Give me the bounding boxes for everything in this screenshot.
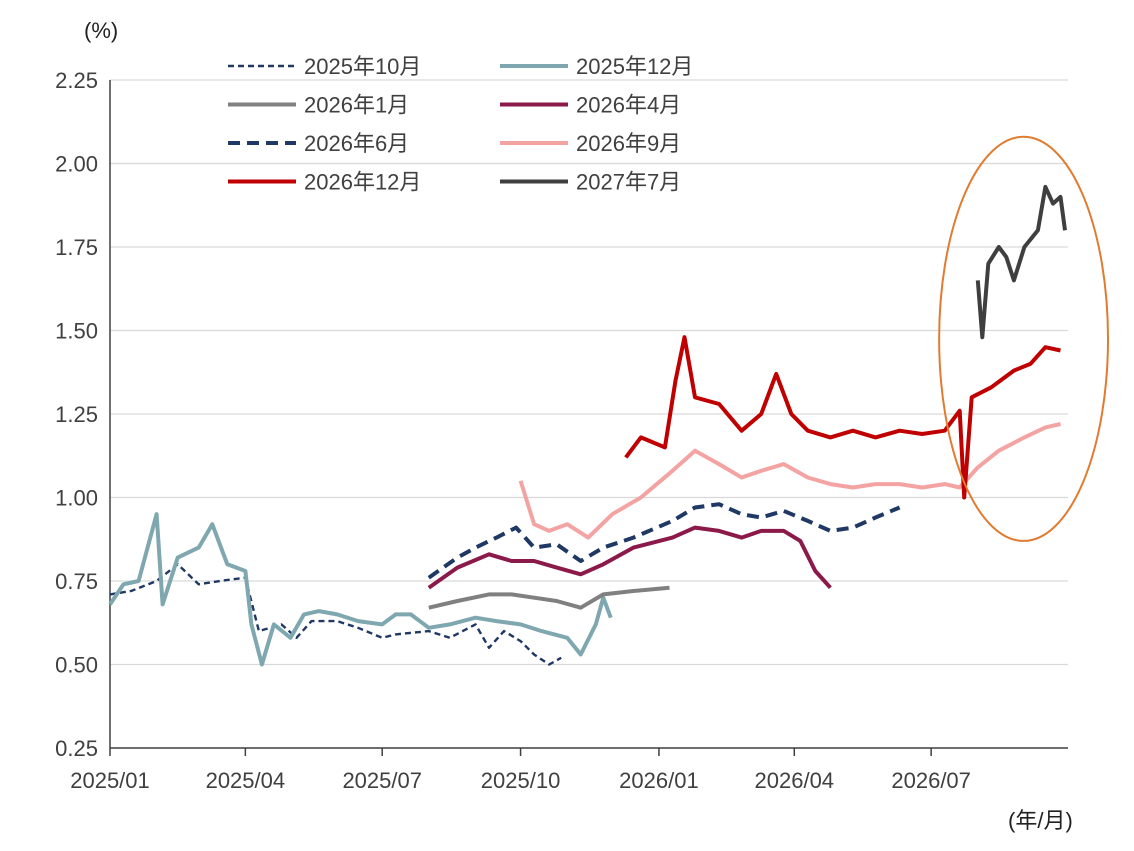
legend-label-7: 2026年12月 (304, 170, 421, 195)
axes: 2.25 2.00 1.75 1.50 1.25 1.00 0.75 0.50 0.25 2025… (55, 68, 1068, 793)
x-axis-unit: (年/月) (1008, 808, 1073, 833)
legend-label-8: 2027年7月 (576, 170, 681, 195)
x-tick-label: 2025/07 (342, 768, 422, 793)
series-line-3 (428, 585, 670, 610)
x-tick-label: 2025/04 (206, 768, 286, 793)
legend-label-3: 2026年1月 (304, 93, 409, 118)
y-tick-label: 1.75 (55, 235, 98, 260)
series-line-7 (624, 335, 1061, 500)
series-line-5 (427, 502, 901, 580)
y-axis-unit: (%) (84, 18, 118, 43)
series-lines (108, 184, 1067, 667)
legend-label-2: 2025年12月 (576, 54, 693, 79)
y-tick-label: 0.75 (55, 569, 98, 594)
x-tick-label: 2025/01 (70, 768, 150, 793)
y-tick-label: 0.25 (55, 736, 98, 761)
highlight-ellipse (938, 135, 1109, 542)
x-tick-label: 2026/01 (619, 768, 699, 793)
x-tick-label: 2026/04 (755, 768, 835, 793)
legend-label-6: 2026年9月 (576, 131, 681, 156)
highlight-layer (938, 135, 1109, 542)
legend-label-1: 2025年10月 (304, 54, 421, 79)
y-tick-label: 2.25 (55, 68, 98, 93)
series-line-2 (108, 512, 613, 667)
y-tick-label: 1.00 (55, 486, 98, 511)
y-tick-label: 1.50 (55, 319, 98, 344)
y-tick-label: 2.00 (55, 152, 98, 177)
series-line-6 (518, 422, 1061, 540)
series-line-4 (427, 525, 832, 590)
series-line-8 (975, 184, 1067, 340)
y-tick-label: 0.50 (55, 653, 98, 678)
y-tick-label: 1.25 (55, 402, 98, 427)
legend-label-4: 2026年4月 (576, 93, 681, 118)
legend: 2025年10月 2025年12月 2026年1月 2026年4月 2026年6月 202… (228, 54, 693, 195)
x-tick-label: 2025/10 (481, 768, 561, 793)
legend-label-5: 2026年6月 (304, 131, 409, 156)
x-tick-label: 2026/07 (891, 768, 971, 793)
